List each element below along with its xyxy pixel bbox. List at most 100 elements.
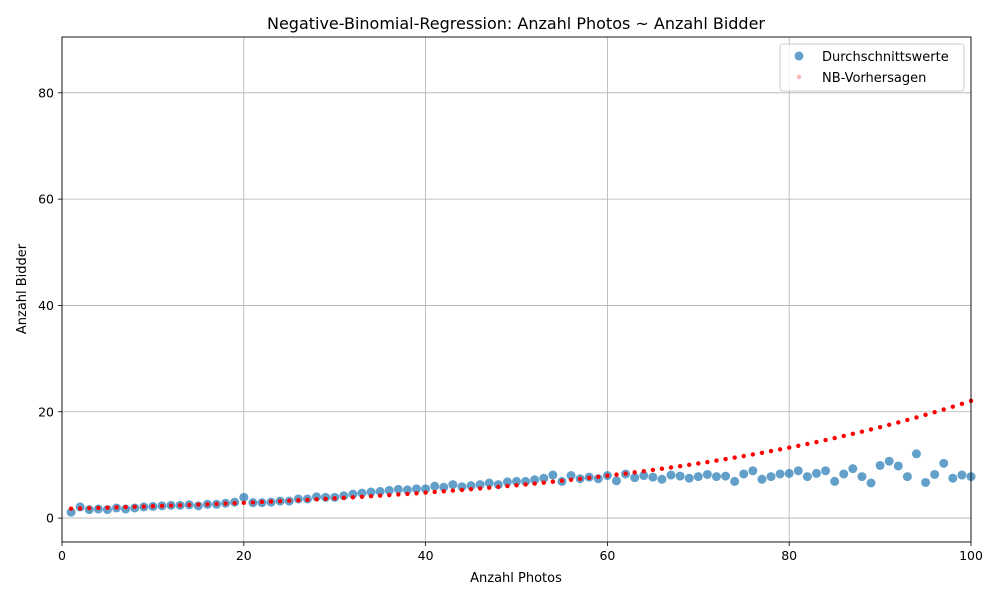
data-point-average — [566, 471, 576, 481]
data-point-prediction — [223, 501, 228, 506]
data-point-prediction — [541, 480, 546, 485]
data-point-prediction — [868, 427, 874, 432]
data-point-average — [848, 464, 858, 474]
grid — [61, 37, 972, 542]
data-point-average — [721, 471, 731, 481]
data-point-average — [902, 472, 912, 482]
x-tick-label: 100 — [959, 548, 983, 563]
data-point-prediction — [414, 491, 419, 496]
data-point-average — [748, 466, 758, 476]
data-point-average — [766, 472, 776, 482]
y-axis-label: Anzahl Bidder — [15, 243, 30, 334]
data-point-prediction — [232, 500, 237, 506]
x-tick-label: 40 — [418, 548, 434, 563]
data-point-prediction — [350, 495, 356, 500]
data-point-prediction — [741, 453, 746, 459]
data-point-prediction — [768, 448, 774, 454]
data-point-prediction — [641, 468, 646, 474]
x-tick-label: 20 — [236, 548, 252, 563]
data-point-average — [448, 480, 458, 490]
data-point-prediction — [923, 412, 928, 418]
data-point-prediction — [905, 417, 910, 423]
data-point-prediction — [159, 503, 165, 509]
data-point-average — [539, 473, 549, 483]
data-point-prediction — [859, 429, 865, 434]
data-point-average — [439, 482, 449, 492]
data-point-prediction — [132, 504, 137, 510]
data-point-prediction — [423, 490, 428, 495]
data-point-prediction — [277, 498, 283, 504]
data-point-prediction — [514, 483, 519, 488]
data-point-prediction — [850, 431, 856, 437]
data-point-prediction — [77, 506, 83, 511]
data-point-average — [412, 484, 422, 494]
data-point-average — [821, 466, 831, 476]
data-point-average — [802, 472, 812, 482]
legend-frame — [779, 43, 965, 92]
data-point-average — [357, 488, 367, 498]
y-tick-label: 80 — [38, 85, 54, 100]
data-point-average — [384, 485, 394, 495]
data-point-prediction — [832, 435, 837, 441]
data-point-prediction — [323, 496, 328, 502]
data-point-prediction — [568, 477, 574, 483]
data-point-average — [312, 492, 322, 502]
data-point-prediction — [105, 505, 110, 510]
data-point-average — [639, 471, 649, 481]
plot-frame — [61, 36, 972, 543]
y-tick-label: 20 — [38, 404, 54, 419]
data-point-prediction — [205, 502, 210, 507]
data-point-prediction — [896, 420, 901, 425]
data-point-average — [884, 456, 894, 466]
data-point-prediction — [432, 489, 437, 495]
data-point-average — [502, 477, 512, 487]
data-point-average — [457, 482, 467, 492]
data-point-average — [921, 477, 931, 487]
data-point-average — [657, 474, 667, 484]
data-point-prediction — [605, 473, 610, 478]
legend-label-durchschnittswerte: Durchschnittswerte — [822, 50, 949, 65]
data-point-average — [493, 480, 503, 490]
data-point-average — [402, 485, 412, 495]
y-tick-label: 60 — [38, 192, 54, 207]
data-point-average — [611, 476, 621, 486]
data-point-prediction — [714, 458, 719, 463]
data-point-prediction — [668, 465, 674, 470]
data-point-prediction — [150, 504, 156, 509]
data-point-prediction — [450, 488, 456, 493]
data-point-prediction — [596, 474, 601, 479]
x-axis-ticks: 0 20 40 60 80 100 — [58, 542, 983, 563]
data-point-average — [548, 470, 558, 480]
data-point-prediction — [114, 505, 119, 510]
data-point-average — [757, 474, 767, 484]
data-point-prediction — [87, 505, 92, 511]
data-point-prediction — [723, 456, 728, 462]
data-point-prediction — [377, 493, 383, 498]
data-point-prediction — [877, 424, 883, 430]
data-point-average — [739, 469, 749, 479]
data-point-prediction — [505, 483, 510, 489]
data-point-average — [348, 489, 358, 499]
data-point-prediction — [468, 486, 474, 492]
data-point-prediction — [359, 494, 365, 499]
data-point-average — [793, 466, 803, 476]
data-point-prediction — [677, 463, 683, 469]
plot-area — [62, 37, 971, 542]
chart-title: Negative-Binomial-Regression: Anzahl Pho… — [267, 14, 765, 33]
data-point-prediction — [750, 452, 756, 457]
data-point-prediction — [886, 422, 892, 428]
data-point-prediction — [623, 471, 628, 476]
data-point-average — [630, 473, 640, 483]
data-point-prediction — [487, 485, 492, 490]
data-point-prediction — [614, 472, 619, 477]
data-point-prediction — [841, 433, 846, 439]
data-point-average — [930, 469, 940, 479]
data-point-prediction — [732, 455, 737, 460]
y-tick-label: 40 — [38, 298, 54, 313]
data-point-prediction — [659, 466, 665, 471]
y-axis-ticks: 0 20 40 60 80 — [38, 85, 62, 526]
data-point-average — [475, 480, 485, 490]
data-point-prediction — [577, 476, 583, 482]
data-point-prediction — [459, 487, 465, 493]
